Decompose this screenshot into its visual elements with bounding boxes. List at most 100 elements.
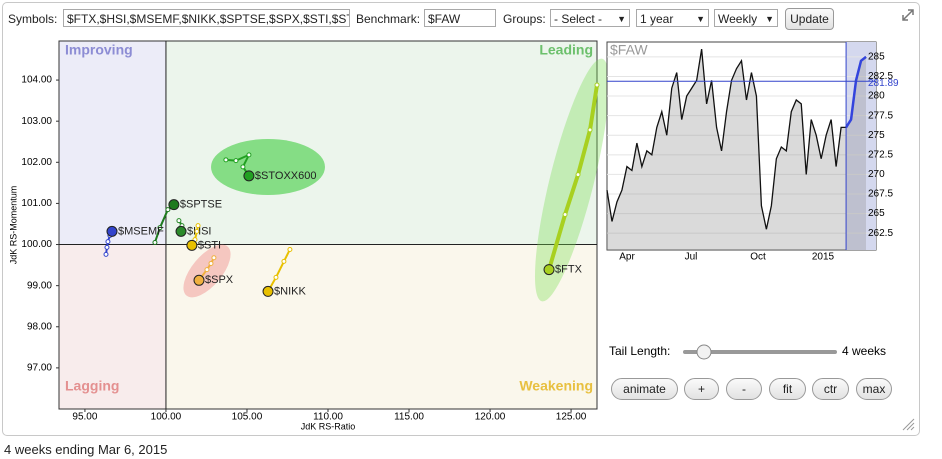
tail-slider[interactable] [683, 344, 837, 360]
y-axis-title: JdK RS-Momentum [8, 186, 18, 265]
frequency-select[interactable]: Weekly [714, 9, 778, 27]
tail-point [204, 267, 210, 273]
tail-point [105, 239, 111, 245]
groups-select[interactable]: - Select - [550, 9, 630, 27]
control-button[interactable]: ctr [812, 378, 849, 400]
y-tick-label: 97.00 [27, 363, 52, 374]
quadrant-improving [59, 41, 166, 245]
quadrant-lagging [59, 244, 166, 409]
benchmark-input[interactable]: $FAW [424, 9, 496, 27]
control-button[interactable]: animate [611, 378, 678, 400]
series-label[interactable]: $MSEMF [118, 225, 164, 237]
tail-head [186, 239, 198, 251]
control-button[interactable]: max [856, 378, 892, 400]
tail-point [208, 260, 214, 266]
x-tick-label: 95.00 [72, 412, 97, 423]
series-label[interactable]: $STI [198, 239, 221, 251]
y-tick-label: 101.00 [21, 198, 52, 209]
benchmark-plot: 262.5 265 267.5 270 272.5 275 277.5 280 282.5 285… [606, 41, 899, 263]
y-tick-label: 265 [868, 208, 885, 219]
y-tick-label: 104.00 [21, 75, 52, 86]
groups-label: Groups: [503, 12, 546, 26]
footer: 4 weeks ending Mar 6, 2015 [4, 442, 168, 457]
tail-point [287, 246, 293, 252]
series-label[interactable]: $SPX [205, 274, 234, 286]
series-label[interactable]: $FTX [555, 264, 583, 276]
tail-point [103, 251, 109, 257]
tail-point [157, 225, 163, 231]
tail-point [562, 212, 568, 218]
x-tick-label: 2015 [812, 252, 835, 263]
x-tick-label: 120.00 [475, 412, 506, 423]
x-tick-label: Apr [619, 252, 635, 263]
symbols-input[interactable]: $FTX,$HSI,$MSEMF,$NIKK,$SPTSE,$SPX,$STI,… [63, 9, 350, 27]
y-tick-label: 280 [868, 91, 885, 102]
quadrant-label: Weakening [519, 378, 593, 394]
tail-point [194, 228, 200, 234]
tail-head [262, 285, 274, 297]
quadrant-label: Leading [539, 42, 593, 58]
tail-point [223, 157, 229, 163]
tail-head [543, 264, 555, 276]
y-tick-label: 277.5 [868, 110, 893, 121]
rrg-plot: Improving Leading Lagging Weakening 95.00 100… [8, 40, 610, 431]
update-button[interactable]: Update [785, 8, 834, 30]
tail-point [281, 258, 287, 264]
x-tick-label: 125.00 [556, 412, 587, 423]
control-button[interactable]: + [684, 378, 719, 400]
benchmark-label: Benchmark: [356, 12, 421, 26]
symbols-label: Symbols: [8, 12, 58, 26]
tail-head [243, 170, 255, 182]
y-tick-label: 99.00 [27, 280, 52, 291]
y-tick-label: 270 [868, 169, 885, 180]
x-tick-label: 105.00 [232, 412, 263, 423]
slider-knob[interactable] [696, 344, 712, 360]
y-tick-label: 275 [868, 130, 885, 141]
tail-point [104, 244, 110, 250]
y-tick-label: 272.5 [868, 149, 893, 160]
tail-point [195, 223, 201, 229]
y-tick-label: 285 [868, 52, 885, 63]
tail-head [106, 225, 118, 237]
resize-handle[interactable] [902, 418, 915, 431]
tail-point [152, 239, 158, 245]
tail-head [168, 199, 180, 211]
series-label[interactable]: $NIKK [274, 285, 306, 297]
quadrant-leading [165, 41, 597, 245]
period-select[interactable]: 1 year [636, 9, 709, 27]
control-button[interactable]: - [726, 378, 762, 400]
y-tick-label: 100.00 [21, 239, 52, 250]
control-button[interactable]: fit [769, 378, 806, 400]
series-label[interactable]: $SPTSE [180, 199, 222, 211]
tail-line [267, 249, 291, 292]
tail-point [594, 82, 600, 88]
quadrant-weakening [165, 244, 597, 409]
price-area [607, 49, 866, 251]
tail-point [211, 255, 217, 261]
tail-length-label: Tail Length: [609, 344, 670, 358]
y-tick-label: 267.5 [868, 189, 893, 200]
series-label[interactable]: $STOXX600 [255, 170, 317, 182]
reference-label: 281.89 [868, 78, 899, 89]
tail-point [273, 274, 279, 280]
tail-point [233, 158, 239, 164]
tail-point [240, 164, 246, 170]
tail-head [193, 274, 205, 286]
quadrant-label: Lagging [65, 378, 119, 394]
quadrant-label: Improving [65, 42, 133, 58]
x-tick-label: 115.00 [394, 412, 424, 423]
benchmark-title: $FAW [610, 42, 648, 58]
x-tick-label: 110.00 [313, 412, 343, 423]
tail-point [165, 207, 171, 213]
x-tick-label: Jul [685, 252, 698, 263]
expand-icon[interactable] [902, 9, 914, 21]
price-tail [845, 55, 867, 129]
x-axis-title: JdK RS-Ratio [301, 421, 356, 431]
tail-point [246, 152, 252, 158]
y-tick-label: 282.5 [868, 71, 893, 82]
price-line [606, 48, 867, 230]
x-tick-label: Oct [750, 252, 766, 263]
tail-point [575, 172, 581, 178]
y-tick-label: 103.00 [21, 116, 52, 127]
